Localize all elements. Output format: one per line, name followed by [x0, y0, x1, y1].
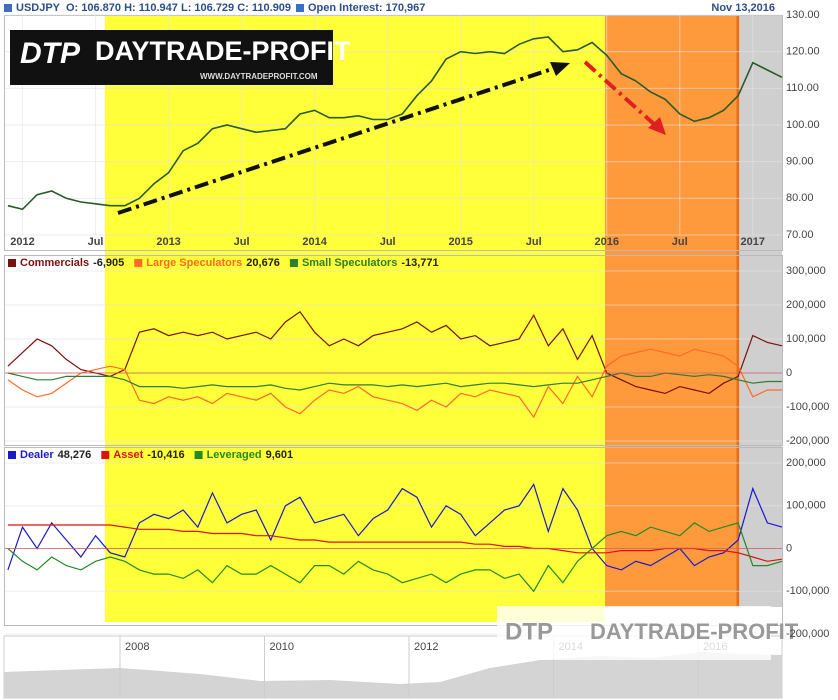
y-tick-label: 100.00	[786, 119, 820, 131]
legend-value: 9,601	[266, 449, 294, 461]
series-line	[7, 310, 783, 395]
navigator-label: 2012	[414, 641, 438, 653]
navigator-label: 2008	[125, 641, 149, 653]
legend-value: -13,771	[401, 257, 438, 269]
x-tick-label: 2017	[741, 236, 765, 248]
series-line	[7, 522, 783, 593]
legend-name: Commercials	[20, 257, 89, 269]
x-tick-label: 2015	[448, 236, 472, 248]
legend-name: Dealer	[20, 449, 54, 461]
watermark-box	[497, 606, 771, 660]
series-line	[7, 348, 782, 419]
x-tick-label: Jul	[234, 236, 250, 248]
logo-name: DAYTRADE-PROFIT	[95, 36, 351, 66]
x-tick-label: 2012	[10, 236, 34, 248]
open-interest: Open Interest: 170,967	[308, 2, 425, 14]
legend-name: Leveraged	[207, 449, 262, 461]
series-line	[7, 524, 783, 562]
date: Nov 13,2016	[711, 2, 775, 14]
legend-swatch	[8, 259, 16, 267]
y-tick-label: 120.00	[786, 46, 820, 58]
y-tick-label: -200,000	[786, 628, 829, 640]
down-arrow	[583, 60, 657, 127]
y-tick-label: 0	[786, 542, 792, 554]
legend-name: Large Speculators	[146, 257, 242, 269]
legend-swatch	[101, 451, 110, 459]
symbol: USDJPY	[16, 2, 61, 14]
y-tick-label: 130.00	[786, 9, 820, 21]
y-tick-label: 200,000	[786, 299, 826, 311]
y-tick-label: 0	[786, 367, 792, 379]
legend-swatch	[194, 451, 203, 459]
legend-swatch	[134, 259, 143, 267]
legend-value: 48,276	[58, 449, 92, 461]
y-tick-label: 300,000	[786, 265, 826, 277]
logo-box	[10, 30, 333, 85]
logo-url: WWW.DAYTRADEPROFIT.COM	[200, 72, 318, 81]
y-tick-label: 100,000	[786, 500, 826, 512]
y-tick-label: -100,000	[786, 401, 829, 413]
orange-zone	[605, 15, 738, 607]
watermark-mark: DTP	[505, 618, 553, 645]
y-tick-label: -200,000	[786, 435, 829, 447]
y-tick-label: 80.00	[786, 192, 814, 204]
down-arrowhead	[648, 117, 666, 135]
price-line	[7, 36, 783, 211]
y-tick-label: -100,000	[786, 585, 829, 597]
x-tick-label: 2016	[594, 236, 618, 248]
logo-mark: DTP	[20, 37, 81, 70]
x-tick-label: Jul	[672, 236, 688, 248]
y-tick-label: 100,000	[786, 333, 826, 345]
x-tick-label: 2013	[156, 236, 180, 248]
navigator-area	[4, 652, 782, 698]
logo: DTP DAYTRADE-PROFIT WWW.DAYTRADEPROFIT.C…	[10, 30, 351, 85]
watermark-name: DAYTRADE-PROFIT	[590, 619, 799, 644]
up-arrow	[117, 66, 556, 215]
legend-swatch	[289, 259, 298, 267]
legend-value: -6,905	[93, 257, 124, 269]
x-tick-label: 2014	[302, 236, 327, 248]
ohlc: O: 106.870 H: 110.947 L: 106.729 C: 110.…	[66, 2, 291, 14]
legend-swatch	[8, 451, 16, 459]
y-tick-label: 110.00	[786, 82, 819, 94]
gray-zone	[740, 15, 782, 607]
y-tick-label: 90.00	[786, 156, 814, 168]
symbol-icon	[4, 4, 12, 12]
navigator-label: 2010	[270, 641, 294, 653]
legend-name: Asset	[113, 449, 143, 461]
up-arrowhead	[550, 62, 570, 76]
x-tick-label: Jul	[88, 236, 104, 248]
y-tick-label: 70.00	[786, 229, 814, 241]
oi-icon	[296, 4, 304, 12]
legend-value: 20,676	[246, 257, 280, 269]
series-line	[7, 372, 782, 391]
y-tick-label: 200,000	[786, 457, 826, 469]
legend-value: -10,416	[147, 449, 184, 461]
x-tick-label: Jul	[526, 236, 542, 248]
x-tick-label: Jul	[380, 236, 396, 248]
legend-name: Small Speculators	[302, 257, 397, 269]
